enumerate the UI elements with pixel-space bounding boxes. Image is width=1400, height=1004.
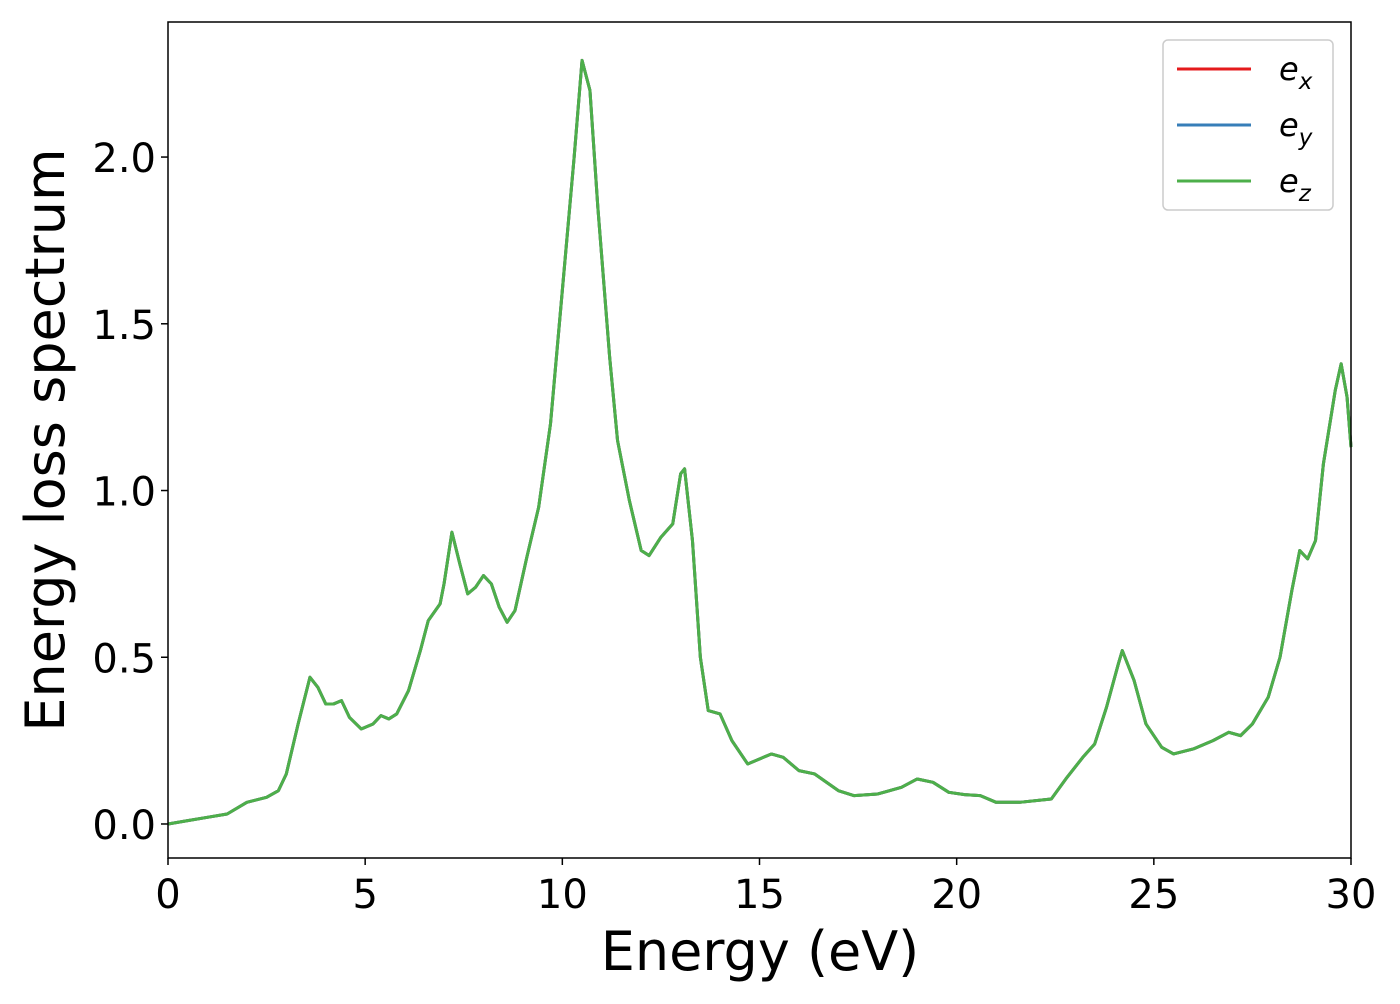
plot-frame [167,21,1352,859]
x-axis-label: Energy (eV) [601,920,920,983]
y-axis-label: Energy loss spectrum [14,148,77,731]
series-line [167,58,1353,826]
y-tick-label: 2.0 [92,136,156,182]
x-tick-label: 30 [1326,872,1377,918]
y-tick-label: 0.0 [92,803,156,849]
x-tick-label: 5 [352,872,377,918]
legend-label: ey [1279,106,1313,151]
y-tick-label: 0.5 [92,636,156,682]
y-tick-label: 1.0 [92,470,156,516]
x-tick-label: 25 [1128,872,1179,918]
x-tick-label: 15 [734,872,785,918]
x-tick-label: 20 [931,872,982,918]
x-tick-label: 10 [537,872,588,918]
legend-label: ez [1279,162,1312,207]
x-tick-label: 0 [155,872,180,918]
legend-label: ex [1279,50,1313,95]
y-tick-label: 1.5 [92,303,156,349]
